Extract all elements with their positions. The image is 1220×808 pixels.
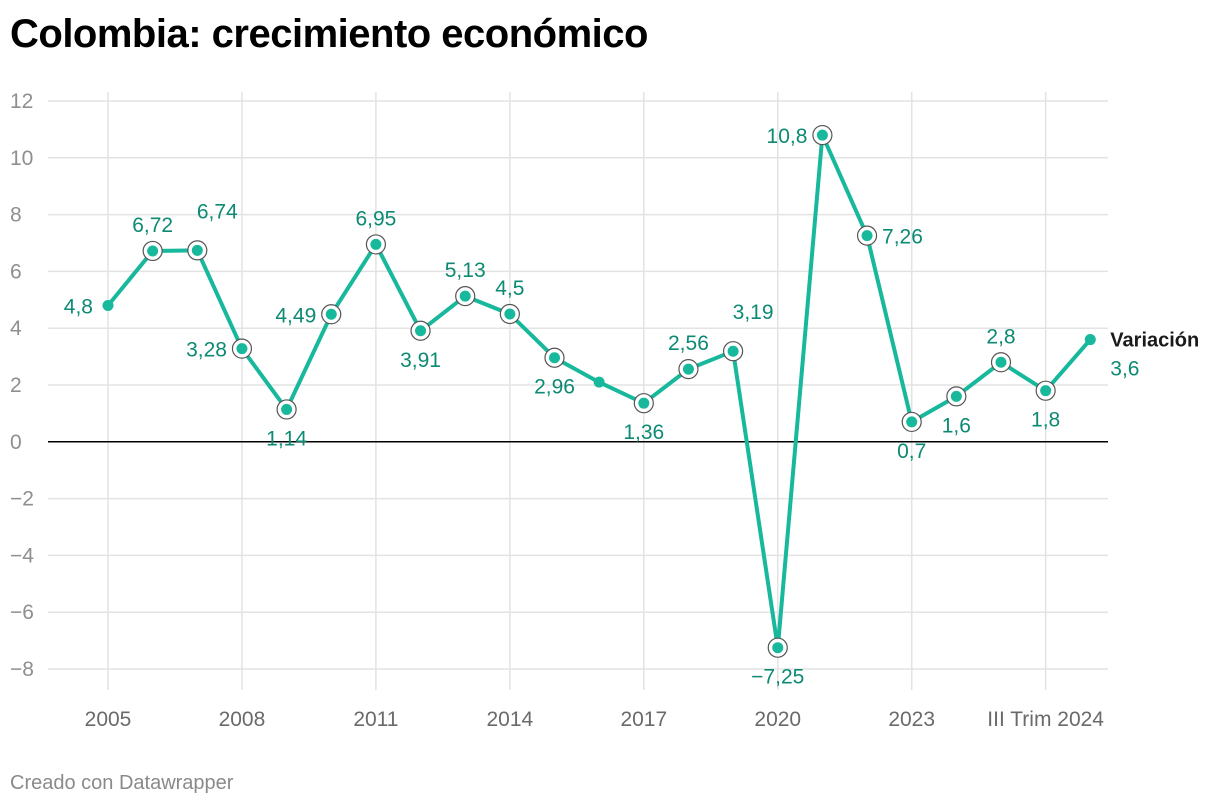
y-tick-label: 12 <box>10 90 33 113</box>
x-tick-label: 2008 <box>219 708 266 731</box>
data-label: 1,8 <box>1031 409 1060 432</box>
y-tick-label: 6 <box>10 260 22 283</box>
data-label: 3,19 <box>733 301 774 324</box>
data-label: 1,36 <box>623 421 664 444</box>
data-point <box>370 238 382 250</box>
data-label: 0,7 <box>897 440 926 463</box>
x-tick-label: 2020 <box>754 708 801 731</box>
data-labels: 4,8 6,72 6,74 3,28 1,14 4,49 6,95 3,91 5,13 4,5 2,… <box>64 125 1199 689</box>
chart-title: Colombia: crecimiento económico <box>10 12 648 56</box>
data-point <box>1084 334 1096 346</box>
data-label: 3,91 <box>400 349 441 372</box>
y-tick-label: −6 <box>10 601 34 624</box>
data-label: 3,6 <box>1110 358 1139 381</box>
data-point <box>727 345 739 357</box>
data-point <box>325 308 337 320</box>
data-label: 4,5 <box>495 277 524 300</box>
data-points <box>102 124 1096 658</box>
data-point <box>906 416 918 428</box>
y-tick-label: 0 <box>10 431 22 454</box>
data-point <box>281 403 293 415</box>
y-tick-label: 2 <box>10 374 22 397</box>
data-point <box>772 642 784 654</box>
data-label: 4,8 <box>64 295 93 318</box>
data-point <box>638 397 650 409</box>
data-label: 3,28 <box>186 339 227 362</box>
data-point <box>236 343 248 355</box>
data-label: 2,56 <box>668 332 709 355</box>
data-point <box>593 376 605 388</box>
data-point <box>102 299 114 311</box>
data-point <box>147 245 159 257</box>
data-label: −7,25 <box>751 666 804 689</box>
data-label: 10,8 <box>767 125 808 148</box>
data-label: 7,26 <box>882 226 923 249</box>
x-tick-label: 2011 <box>353 708 398 731</box>
data-point <box>191 244 203 256</box>
credit-text: Creado con Datawrapper <box>10 772 234 794</box>
x-tick-label: III Trim 2024 <box>987 708 1104 731</box>
axes: 12 10 8 6 4 2 0 −2 −4 −6 −8 2005 2008 2011 2014 2017 202… <box>10 90 1108 731</box>
data-point <box>504 308 516 320</box>
series-label-variacion: Variación <box>1110 330 1199 352</box>
y-tick-label: −4 <box>10 544 34 567</box>
data-label: 2,8 <box>986 325 1015 348</box>
data-point <box>415 325 427 337</box>
data-label: 1,14 <box>266 427 307 450</box>
y-tick-label: −2 <box>10 488 34 511</box>
data-point <box>1040 385 1052 397</box>
data-point <box>995 356 1007 368</box>
data-label: 1,6 <box>942 414 971 437</box>
gridlines <box>48 92 1108 690</box>
data-point <box>682 363 694 375</box>
data-label: 6,72 <box>132 214 173 237</box>
y-tick-label: −8 <box>10 658 34 681</box>
data-label: 2,96 <box>534 376 575 399</box>
data-point <box>950 390 962 402</box>
y-tick-label: 10 <box>10 147 33 170</box>
data-point <box>861 230 873 242</box>
y-tick-label: 8 <box>10 204 22 227</box>
x-tick-label: 2014 <box>486 708 533 731</box>
data-point <box>816 129 828 141</box>
x-tick-label: 2017 <box>620 708 667 731</box>
data-label: 5,13 <box>445 259 486 282</box>
data-label: 6,74 <box>197 200 238 223</box>
data-point <box>459 290 471 302</box>
data-label: 4,49 <box>275 304 316 327</box>
series-lines <box>106 133 1093 650</box>
x-tick-label: 2023 <box>888 708 935 731</box>
series-line-variacion <box>106 133 1093 650</box>
data-point <box>549 352 560 364</box>
x-tick-label: 2005 <box>85 708 132 731</box>
data-label: 6,95 <box>355 207 396 230</box>
y-tick-label: 4 <box>10 317 22 340</box>
